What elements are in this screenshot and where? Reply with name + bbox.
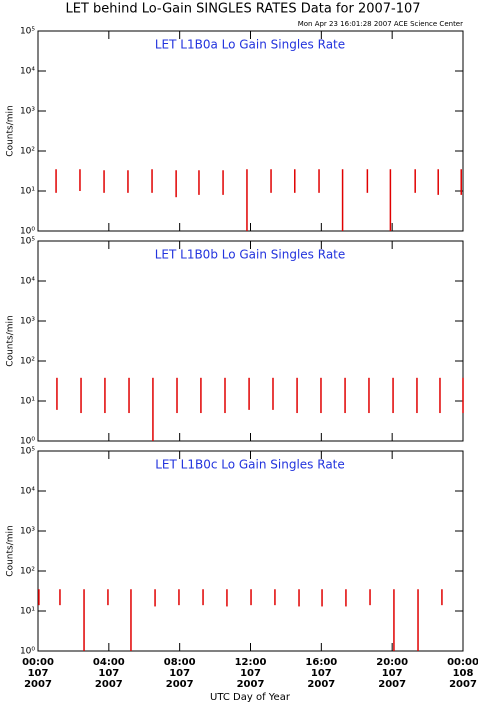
y-tick-label: 10³ — [20, 317, 35, 327]
y-tick-label: 10² — [20, 357, 35, 367]
y-tick-label: 10² — [20, 147, 35, 157]
x-tick-day: 107 — [98, 668, 119, 679]
x-tick-year: 2007 — [166, 679, 194, 690]
y-axis-label: Counts/min — [6, 525, 16, 576]
y-tick-label: 10⁰ — [20, 647, 35, 657]
y-axis-label: Counts/min — [6, 105, 16, 156]
x-tick-label: 12:00 — [235, 657, 267, 668]
x-tick-day: 107 — [382, 668, 403, 679]
panel-title: LET L1B0c Lo Gain Singles Rate — [155, 458, 345, 472]
x-tick-year: 2007 — [237, 679, 265, 690]
x-tick-day: 107 — [169, 668, 190, 679]
x-tick-label: 20:00 — [376, 657, 408, 668]
x-tick-label: 00:00 — [22, 657, 54, 668]
y-tick-label: 10⁰ — [20, 227, 35, 237]
x-tick-day: 108 — [453, 668, 474, 679]
x-tick-label: 08:00 — [164, 657, 196, 668]
y-tick-label: 10¹ — [20, 607, 35, 617]
plot-frame — [37, 30, 464, 232]
x-tick-year: 2007 — [307, 679, 335, 690]
x-tick-day: 107 — [240, 668, 261, 679]
x-axis-label: UTC Day of Year — [210, 692, 291, 703]
x-tick-year: 2007 — [95, 679, 123, 690]
y-tick-label: 10¹ — [20, 397, 35, 407]
panel-title: LET L1B0a Lo Gain Singles Rate — [155, 38, 345, 52]
y-tick-label: 10⁰ — [20, 437, 35, 447]
x-tick-year: 2007 — [24, 679, 52, 690]
y-tick-label: 10³ — [20, 107, 35, 117]
y-tick-label: 10⁴ — [20, 277, 35, 287]
y-tick-label: 10⁵ — [20, 447, 35, 457]
y-axis-label: Counts/min — [6, 315, 16, 366]
x-tick-year: 2007 — [449, 679, 477, 690]
x-tick-day: 107 — [28, 668, 49, 679]
y-tick-label: 10⁵ — [20, 27, 35, 37]
x-tick-label: 16:00 — [305, 657, 337, 668]
x-tick-label: 04:00 — [93, 657, 125, 668]
chart-title: LET behind Lo-Gain SINGLES RATES Data fo… — [65, 2, 420, 17]
y-tick-label: 10³ — [20, 527, 35, 537]
y-tick-label: 10⁴ — [20, 487, 35, 497]
timestamp: Mon Apr 23 16:01:28 2007 ACE Science Cen… — [298, 20, 463, 28]
panel-title: LET L1B0b Lo Gain Singles Rate — [155, 248, 346, 262]
x-tick-year: 2007 — [378, 679, 406, 690]
y-tick-label: 10² — [20, 567, 35, 577]
y-tick-label: 10⁵ — [20, 237, 35, 247]
x-tick-label: 00:00 — [447, 657, 478, 668]
y-tick-label: 10⁴ — [20, 67, 35, 77]
plot-frame — [37, 450, 464, 652]
y-tick-label: 10¹ — [20, 187, 35, 197]
plot-frame — [37, 240, 464, 442]
x-tick-day: 107 — [311, 668, 332, 679]
